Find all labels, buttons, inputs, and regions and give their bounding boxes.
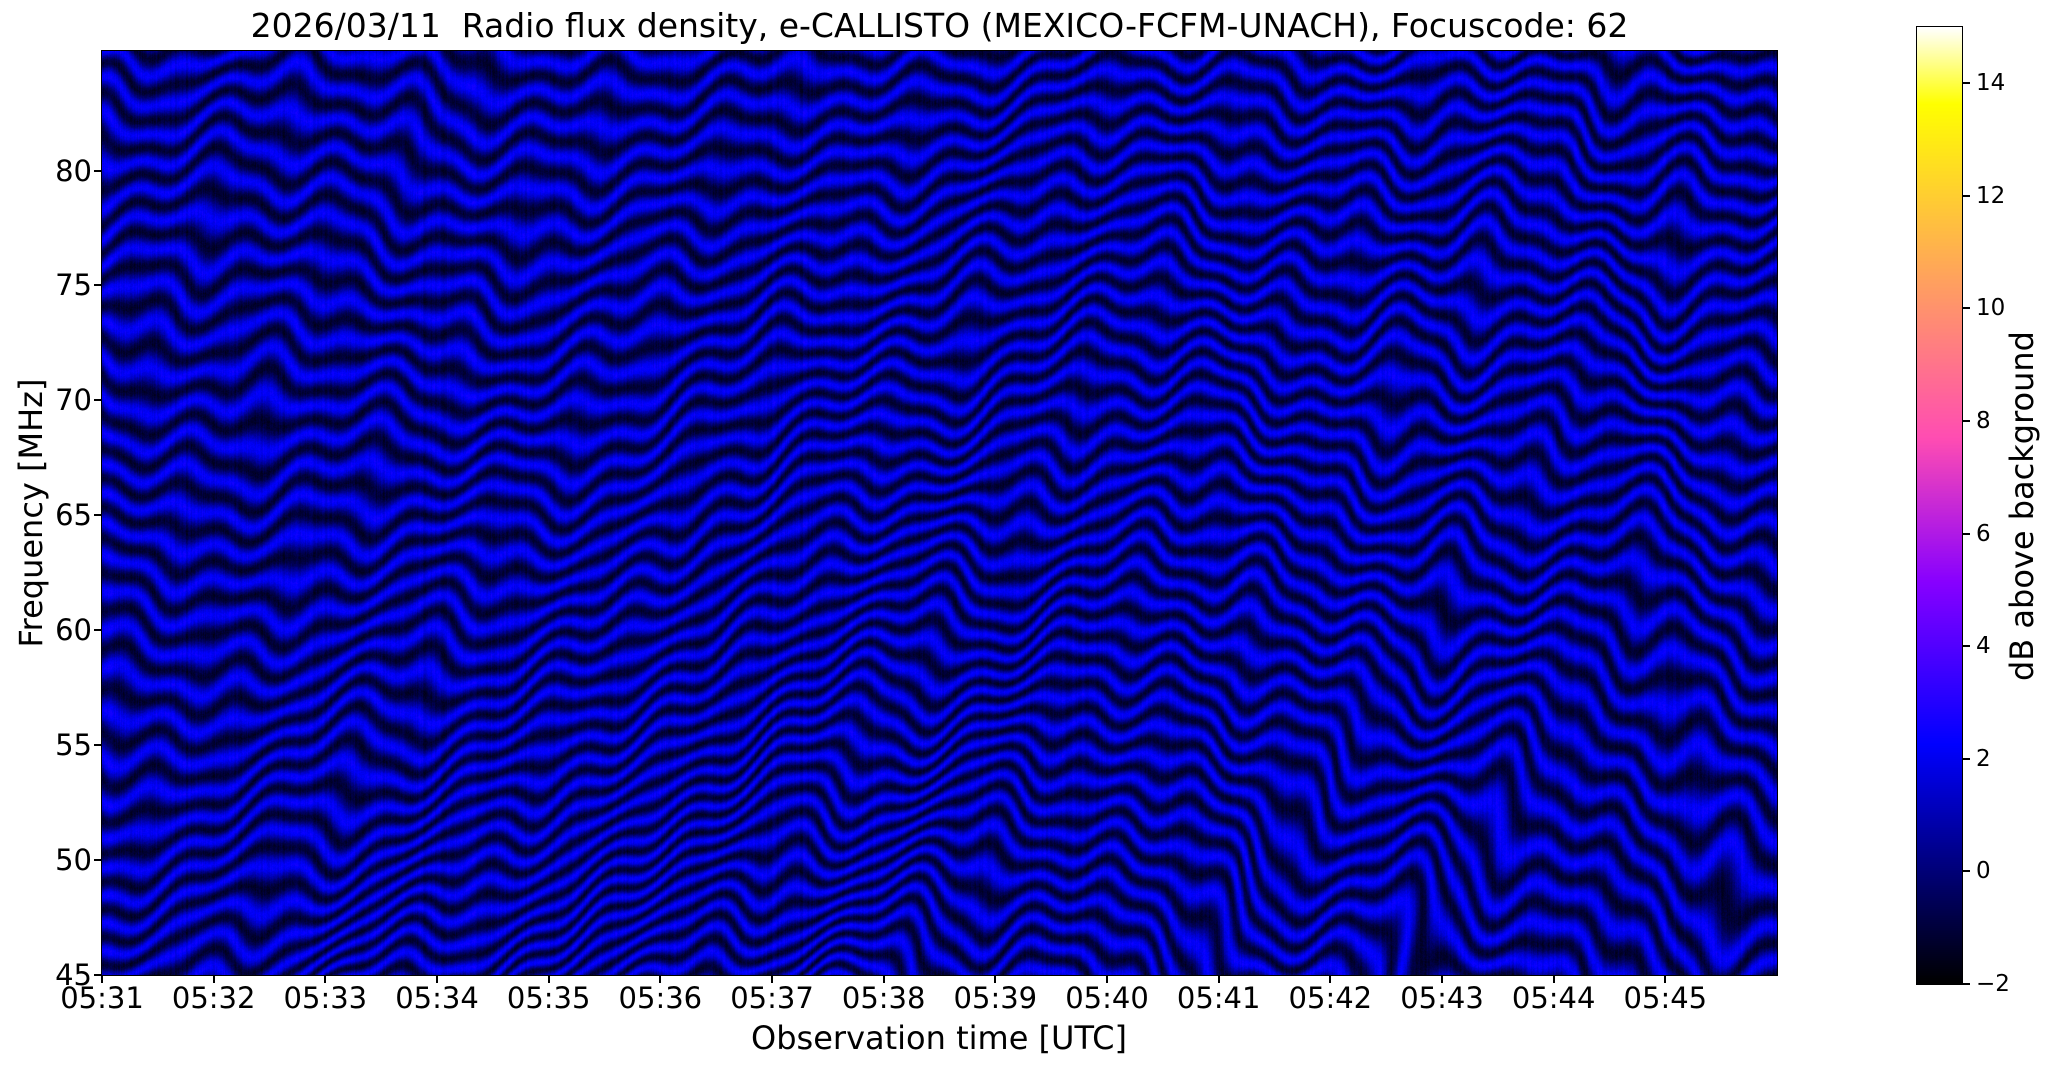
x-tick-mark — [1552, 975, 1555, 983]
x-tick-label: 05:34 — [395, 981, 479, 1015]
x-tick-label: 05:44 — [1511, 981, 1596, 1015]
x-tick-label: 05:40 — [1065, 981, 1149, 1015]
y-tick-label: 70 — [55, 383, 92, 418]
colorbar-tick-mark — [1963, 420, 1970, 423]
x-tick-mark — [1664, 975, 1667, 983]
colorbar-tick-mark — [1963, 757, 1970, 760]
y-tick-label: 80 — [55, 153, 92, 188]
x-tick-mark — [882, 975, 885, 983]
colorbar-tick-label: 14 — [1976, 70, 2006, 97]
colorbar-tick-label: 4 — [1976, 633, 1991, 660]
colorbar-tick-mark — [1963, 645, 1970, 648]
y-tick-mark — [94, 859, 102, 862]
x-tick-label: 05:33 — [283, 981, 368, 1015]
y-tick-label: 55 — [55, 728, 92, 763]
x-tick-label: 05:35 — [506, 981, 591, 1015]
x-axis-label: Observation time [UTC] — [751, 1019, 1127, 1057]
x-tick-mark — [994, 975, 997, 983]
x-tick-label: 05:32 — [171, 981, 256, 1015]
colorbar — [1916, 26, 1963, 985]
x-tick-mark — [1441, 975, 1443, 983]
y-tick-mark — [94, 514, 102, 517]
colorbar-tick-label: 10 — [1976, 295, 2006, 322]
colorbar-tick-mark — [1963, 870, 1970, 873]
x-tick-label: 05:41 — [1176, 981, 1261, 1015]
x-tick-mark — [547, 975, 550, 983]
x-tick-label: 05:36 — [618, 981, 703, 1015]
y-tick-mark — [94, 744, 102, 747]
colorbar-tick-mark — [1963, 983, 1970, 985]
colorbar-tick-label: 0 — [1976, 858, 1991, 885]
x-tick-mark — [212, 975, 215, 983]
y-tick-label: 65 — [55, 498, 92, 533]
colorbar-tick-label: 6 — [1976, 520, 1991, 547]
x-tick-mark — [1217, 975, 1220, 983]
colorbar-tick-label: −2 — [1976, 971, 2010, 997]
y-tick-label: 75 — [55, 268, 92, 303]
chart-title: 2026/03/11 Radio flux density, e-CALLIST… — [250, 6, 1629, 45]
plot-area — [101, 50, 1778, 976]
y-tick-mark — [94, 169, 102, 172]
x-tick-mark — [324, 975, 327, 983]
y-tick-mark — [94, 399, 102, 402]
colorbar-label: dB above background — [2003, 331, 2041, 681]
x-tick-mark — [101, 975, 103, 983]
x-tick-mark — [1106, 975, 1108, 983]
colorbar-tick-label: 2 — [1976, 745, 1991, 772]
y-tick-mark — [94, 629, 102, 632]
x-tick-label: 05:31 — [60, 981, 144, 1015]
colorbar-gradient-canvas — [1917, 27, 1962, 984]
colorbar-tick-mark — [1963, 307, 1970, 310]
x-tick-label: 05:38 — [841, 981, 926, 1015]
spectrogram-canvas — [102, 51, 1777, 975]
colorbar-tick-label: 12 — [1976, 182, 2006, 209]
colorbar-tick-label: 8 — [1976, 408, 1991, 435]
x-tick-label: 05:42 — [1288, 981, 1373, 1015]
y-tick-label: 45 — [55, 958, 92, 992]
y-tick-label: 60 — [55, 613, 92, 648]
colorbar-tick-mark — [1963, 82, 1970, 85]
x-tick-label: 05:43 — [1400, 981, 1484, 1015]
x-tick-mark — [436, 975, 438, 983]
y-tick-label: 50 — [55, 843, 92, 878]
x-tick-label: 05:39 — [953, 981, 1038, 1015]
x-tick-label: 05:37 — [730, 981, 814, 1015]
y-tick-mark — [94, 974, 102, 976]
x-tick-label: 05:45 — [1623, 981, 1708, 1015]
x-tick-mark — [771, 975, 773, 983]
y-tick-mark — [94, 284, 102, 287]
colorbar-tick-mark — [1963, 532, 1970, 535]
x-tick-mark — [659, 975, 662, 983]
colorbar-tick-mark — [1963, 194, 1970, 197]
x-tick-mark — [1329, 975, 1332, 983]
